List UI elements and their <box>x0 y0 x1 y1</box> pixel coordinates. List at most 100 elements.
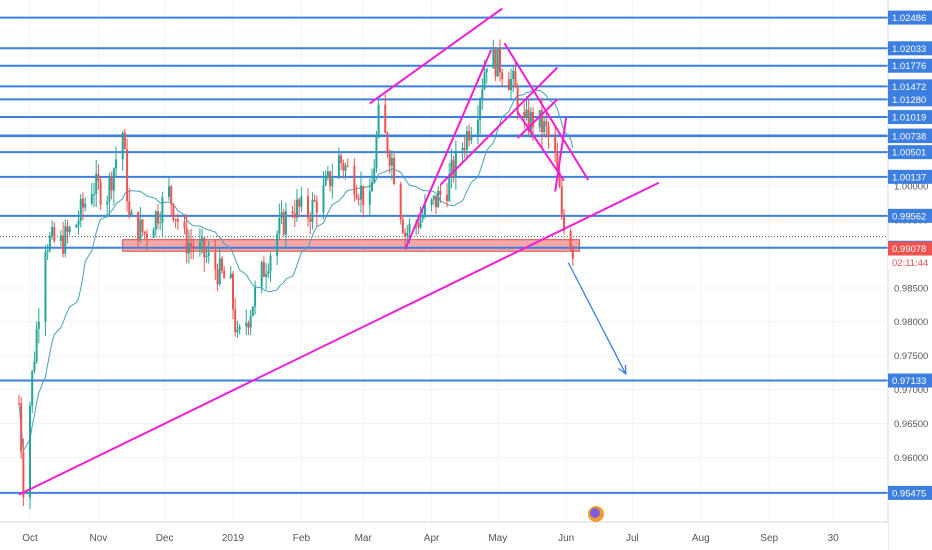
candle <box>560 179 563 220</box>
candle <box>66 220 69 244</box>
candle-body <box>59 235 62 241</box>
candle-body <box>439 190 442 195</box>
time-tick-label: Oct <box>22 533 38 544</box>
candle <box>377 95 380 139</box>
candle <box>220 255 223 274</box>
candle-body <box>234 309 237 333</box>
candle <box>170 185 173 218</box>
earnings-event-icon[interactable] <box>588 506 604 522</box>
time-tick-label: Mar <box>355 533 373 544</box>
candle <box>298 197 301 218</box>
candle <box>278 203 281 240</box>
candle-body <box>547 125 550 137</box>
current-price-badge-bg <box>888 241 932 256</box>
candle <box>293 199 296 228</box>
price-tick-label: 0.97500 <box>894 351 928 362</box>
candle-body <box>498 47 501 73</box>
level-price-badge-text: 1.01776 <box>892 61 926 72</box>
candle-body <box>265 274 268 277</box>
price-tick-label: 0.96000 <box>894 453 928 464</box>
level-price-badge: 1.00137 <box>888 169 932 184</box>
candle-body <box>326 171 329 177</box>
candle-body <box>33 361 36 372</box>
candle <box>357 193 360 207</box>
candle-body <box>220 258 223 271</box>
candle <box>295 189 298 222</box>
candle-body <box>262 262 265 277</box>
candle-body <box>232 273 234 310</box>
candle-body <box>340 155 343 164</box>
level-price-badge: 1.01280 <box>888 92 932 107</box>
candle-body <box>64 226 67 254</box>
level-price-badge: 1.02033 <box>888 41 932 56</box>
candle-body <box>501 72 504 80</box>
candle <box>322 171 325 220</box>
candle <box>481 78 484 111</box>
level-price-badge: 1.01472 <box>888 79 932 94</box>
candle-body <box>218 258 221 285</box>
candle-body <box>280 212 283 218</box>
candle-body <box>112 168 115 191</box>
candle-body <box>48 236 51 251</box>
candle-body <box>187 243 190 254</box>
candle <box>309 212 312 235</box>
candle-body <box>461 148 464 151</box>
candle <box>37 307 40 344</box>
candle-body <box>128 201 131 216</box>
candle <box>75 223 78 229</box>
candle-body <box>406 232 409 237</box>
candle <box>300 187 303 212</box>
candle-body <box>538 110 541 128</box>
candle <box>31 370 34 414</box>
candle <box>112 167 115 206</box>
candle-body <box>284 211 287 235</box>
candle-body <box>468 131 471 141</box>
price-tick-label: 0.96500 <box>894 419 928 430</box>
candle <box>423 194 426 219</box>
candle-body <box>216 269 219 285</box>
candle-body <box>525 109 528 118</box>
candle <box>185 214 188 264</box>
candle <box>373 159 376 184</box>
candle-body <box>375 136 378 169</box>
candle-body <box>106 201 109 205</box>
trendline <box>369 7 503 105</box>
candle <box>234 298 237 337</box>
candle-body <box>260 262 263 288</box>
candle <box>452 155 455 183</box>
candle-body <box>159 222 162 224</box>
candle-body <box>115 159 118 169</box>
candle <box>201 228 204 255</box>
candle-body <box>571 249 574 259</box>
level-price-badge-text: 0.99562 <box>892 211 926 222</box>
candle <box>260 260 263 294</box>
candle <box>331 163 334 199</box>
candle <box>90 183 93 206</box>
candle-body <box>152 229 155 239</box>
level-price-badge-bg <box>888 129 932 144</box>
candle <box>92 182 95 207</box>
time-tick-label: Nov <box>90 533 108 544</box>
candle <box>344 162 347 180</box>
candle-body <box>430 199 433 205</box>
candle-body <box>31 371 34 406</box>
candle-body <box>17 403 20 405</box>
level-price-badge-bg <box>888 373 932 388</box>
candle-body <box>84 203 87 208</box>
candle <box>267 263 270 279</box>
candle-body <box>510 79 513 91</box>
candle-body <box>496 47 499 77</box>
candle <box>439 184 442 204</box>
candle <box>229 266 232 279</box>
candle-body <box>527 109 530 133</box>
candle-body <box>346 165 349 167</box>
candle-body <box>448 174 451 201</box>
candle <box>435 195 437 214</box>
candle <box>326 166 329 181</box>
level-price-badge-bg <box>888 110 932 125</box>
bar-countdown-badge-text: 02:11:44 <box>892 258 928 269</box>
candle-body <box>121 132 124 160</box>
time-axis[interactable]: Oct Nov Dec 2019 Feb Mar Apr May Jun Jul Aug Sep 30 <box>0 521 888 550</box>
candle <box>22 438 25 507</box>
